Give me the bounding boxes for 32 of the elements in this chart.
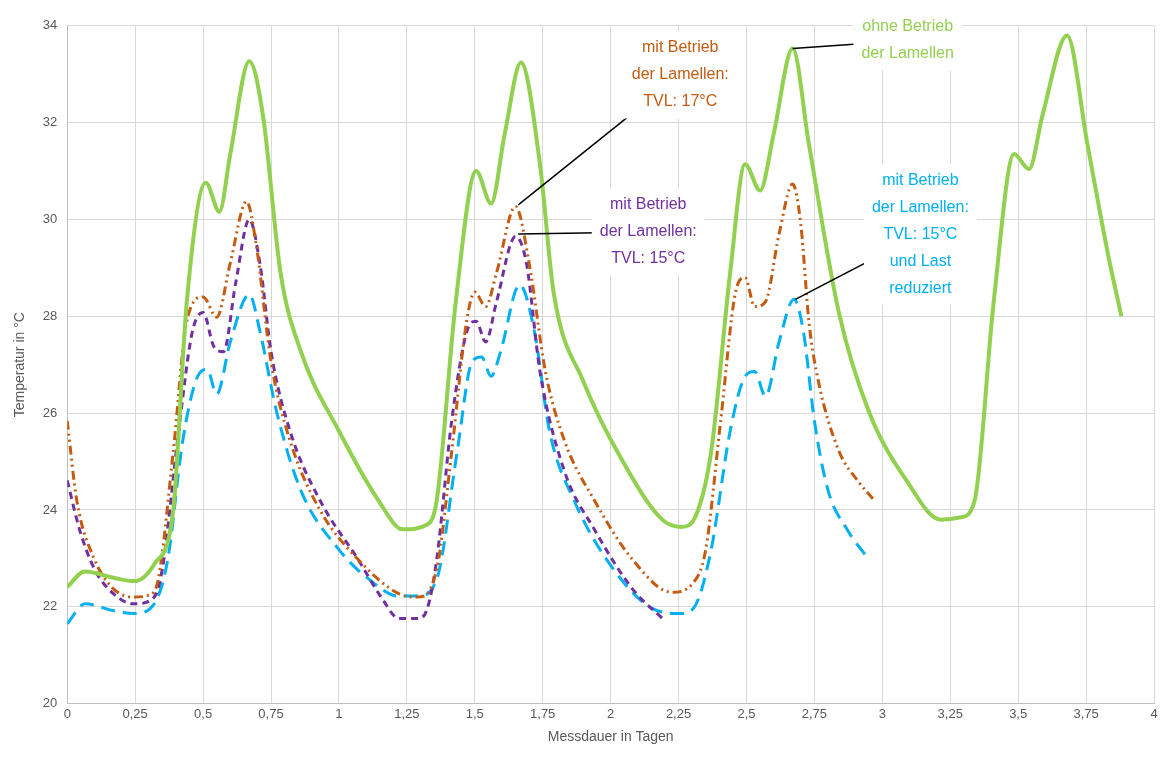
x-tick-label: 3,25 <box>937 705 963 721</box>
x-tick-label: 1,25 <box>394 705 420 721</box>
x-tick-label: 0,75 <box>258 705 284 721</box>
y-tick-label: 28 <box>42 307 58 323</box>
annotation: ohne Betrieb der Lamellen <box>861 17 954 62</box>
line-series <box>67 33 1124 589</box>
x-tick-label: 2,25 <box>665 705 692 721</box>
y-tick-label: 20 <box>42 695 58 711</box>
x-tick-label: 2,5 <box>737 705 756 721</box>
y-tick-label: 22 <box>42 598 58 614</box>
y-tick-label: 26 <box>42 404 58 420</box>
x-tick-label: 1,5 <box>465 705 484 721</box>
y-tick-label: 32 <box>42 114 58 130</box>
x-tick-label: 4 <box>1150 705 1158 721</box>
x-tick-label: 0,5 <box>194 705 213 721</box>
x-axis-title: Messdauer in Tagen <box>547 728 674 745</box>
y-tick-label: 24 <box>42 501 58 517</box>
x-tick-label: 2,75 <box>801 705 828 721</box>
x-tick-label: 1,75 <box>530 705 556 721</box>
x-tick-label: 1 <box>335 705 343 721</box>
x-tick-label: 3,5 <box>1009 705 1028 721</box>
y-tick-label: 30 <box>42 211 58 227</box>
x-tick-label: 3,75 <box>1073 705 1099 721</box>
y-tick-label: 34 <box>42 17 58 33</box>
y-axis-title: Temperatur in °C <box>11 312 28 418</box>
x-tick-label: 2 <box>607 705 615 721</box>
annotation: mit Betrieb der Lamellen: TVL: 15°C und Last reduziert <box>871 170 969 296</box>
annotation: mit Betrieb der Lamellen: TVL: 17°C <box>631 38 729 110</box>
x-tick-label: 0 <box>63 705 71 721</box>
annotation: mit Betrieb der Lamellen: TVL: 15°C <box>599 195 697 267</box>
x-tick-label: 0,25 <box>122 705 148 721</box>
x-tick-label: 3 <box>878 705 886 721</box>
